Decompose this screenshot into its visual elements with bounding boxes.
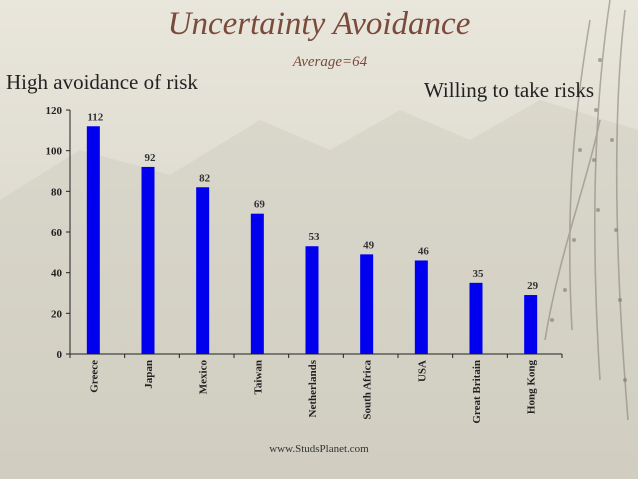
y-tick-label: 80 [51,186,63,198]
category-label: Great Britain [471,360,483,424]
bar-greece [86,126,100,355]
average-subtitle: Average=64 [292,54,368,70]
bar-south-africa [360,254,374,354]
data-label: 46 [418,245,430,257]
willow-leaves [550,58,627,382]
data-label: 29 [527,280,539,292]
y-tick-label: 20 [51,308,63,320]
category-label: Hong Kong [526,360,538,415]
bar-japan [141,166,155,354]
category-label: Netherlands [307,359,319,417]
willow-branches [544,0,629,421]
high-avoidance-label: High avoidance of risk [6,70,198,94]
data-label: 92 [145,152,157,164]
data-label: 49 [363,239,375,251]
bar-netherlands [305,246,319,354]
footer-url: www.StudsPlanet.com [269,443,369,455]
willing-risk-label: Willing to take risks [423,78,594,102]
y-tick-label: 60 [51,227,63,239]
data-label: 112 [87,111,103,123]
mountain-silhouette [0,100,638,479]
category-label: Mexico [198,360,210,395]
bar-taiwan [250,213,264,354]
category-label: Japan [143,360,155,389]
data-label: 53 [309,231,321,243]
y-tick-label: 100 [46,146,63,158]
category-label: Greece [88,360,100,393]
data-label: 82 [199,172,211,184]
bar-usa [414,260,428,354]
bar-hong-kong [524,295,538,354]
y-tick-label: 120 [46,105,63,117]
bar-mexico [196,187,210,354]
y-tick-label: 0 [57,349,63,361]
category-label: South Africa [362,360,374,420]
bar-great-britain [469,282,483,354]
y-tick-label: 40 [51,268,63,280]
data-label: 35 [473,268,485,280]
page-title: Uncertainty Avoidance [167,6,471,42]
category-label: USA [416,360,428,382]
category-label: Taiwan [252,360,264,394]
data-label: 69 [254,199,266,211]
